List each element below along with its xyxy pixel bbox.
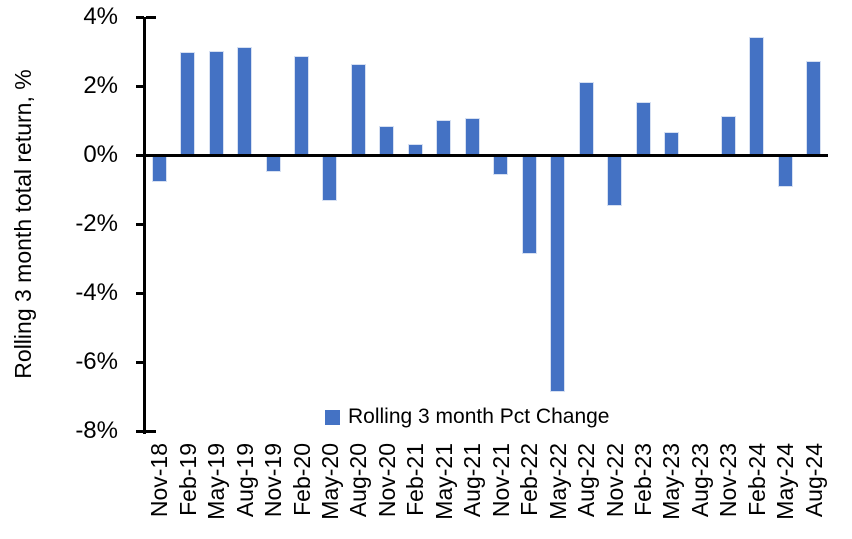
x-tick-label: Nov-18: [146, 443, 173, 518]
x-tick-label: Feb-20: [288, 443, 315, 516]
bar-May-19: [209, 51, 223, 155]
zero-baseline: [145, 153, 828, 157]
bar-May-24: [778, 155, 792, 187]
x-tick-label: Nov-19: [260, 443, 287, 518]
x-tick-label: May-21: [430, 443, 457, 520]
y-tick-mark: [136, 85, 144, 88]
bar-Nov-22: [608, 155, 622, 206]
x-tick-label: Feb-21: [402, 443, 429, 516]
x-tick-label: Nov-21: [487, 443, 514, 518]
x-tick-label: Aug-24: [800, 443, 827, 518]
bar-Feb-22: [522, 155, 536, 254]
y-tick-label: 0%: [83, 141, 118, 168]
y-tick-label: -6%: [75, 348, 118, 375]
bar-May-23: [664, 132, 678, 155]
legend-swatch-icon: [325, 409, 340, 425]
y-tick-label: -8%: [75, 417, 118, 444]
y-tick-mark: [136, 361, 144, 364]
axis-end-cap: [146, 16, 156, 19]
bar-Aug-22: [579, 82, 593, 155]
bar-Feb-20: [295, 56, 309, 155]
y-tick-mark: [136, 154, 144, 157]
bar-May-21: [437, 120, 451, 155]
x-tick-label: May-19: [203, 443, 230, 520]
bar-Nov-23: [721, 117, 735, 155]
bar-May-22: [551, 155, 565, 392]
x-tick-label: Aug-20: [345, 443, 372, 518]
bar-Feb-23: [636, 103, 650, 155]
y-tick-label: 4%: [83, 3, 118, 30]
x-tick-label: Feb-19: [174, 443, 201, 516]
x-tick-label: Feb-22: [516, 443, 543, 516]
bar-Nov-20: [380, 127, 394, 155]
x-tick-label: Feb-23: [630, 443, 657, 516]
bar-Aug-24: [807, 61, 821, 155]
bar-Nov-18: [152, 155, 166, 181]
bar-Aug-20: [351, 65, 365, 155]
y-tick-mark: [136, 223, 144, 226]
y-tick-mark: [136, 292, 144, 295]
bar-Aug-19: [238, 48, 252, 155]
y-tick-label: 2%: [83, 72, 118, 99]
bar-Nov-21: [494, 155, 508, 174]
bar-May-20: [323, 155, 337, 200]
x-tick-label: May-22: [544, 443, 571, 520]
y-tick-label: -2%: [75, 210, 118, 237]
legend: Rolling 3 month Pct Change: [325, 405, 610, 429]
bar-Nov-19: [266, 155, 280, 171]
legend-label: Rolling 3 month Pct Change: [348, 405, 610, 428]
x-tick-label: Nov-20: [373, 443, 400, 518]
x-tick-label: Aug-19: [231, 443, 258, 518]
y-tick-label: -4%: [75, 279, 118, 306]
y-axis-title: Rolling 3 month total return, %: [10, 69, 36, 379]
x-tick-label: Aug-23: [686, 443, 713, 518]
bar-Feb-21: [408, 144, 422, 155]
axis-end-cap: [146, 430, 156, 433]
x-tick-label: May-23: [658, 443, 685, 520]
y-tick-mark: [136, 16, 144, 19]
bar-Feb-19: [181, 53, 195, 155]
x-tick-label: May-20: [316, 443, 343, 520]
y-tick-mark: [136, 430, 144, 433]
x-tick-label: Nov-23: [715, 443, 742, 518]
x-tick-label: Nov-22: [601, 443, 628, 518]
x-tick-label: Aug-22: [573, 443, 600, 518]
x-tick-label: Aug-21: [459, 443, 486, 518]
bar-Feb-24: [750, 37, 764, 155]
x-tick-label: Feb-24: [743, 443, 770, 516]
bar-Aug-21: [465, 118, 479, 155]
y-axis-line: [143, 17, 146, 434]
x-tick-label: May-24: [772, 443, 799, 520]
